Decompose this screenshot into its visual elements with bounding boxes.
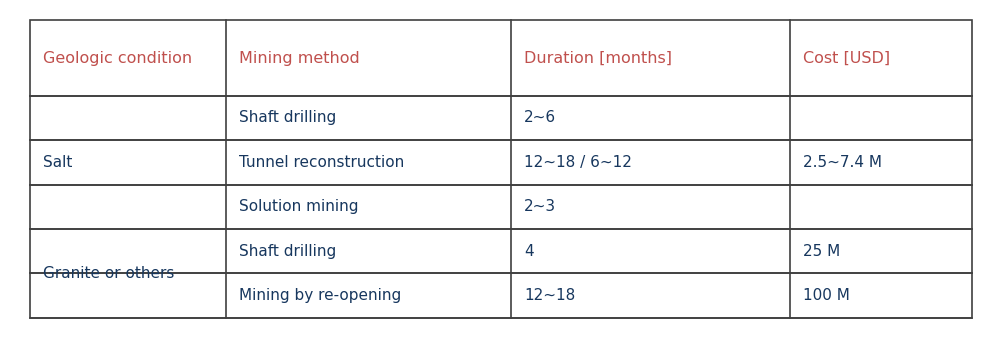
Text: 25 M: 25 M [804,244,841,259]
Text: Tunnel reconstruction: Tunnel reconstruction [239,155,405,170]
Text: 2~3: 2~3 [524,199,556,214]
Text: Salt: Salt [43,155,72,170]
Text: Cost [USD]: Cost [USD] [804,50,891,66]
Text: Granite or others: Granite or others [43,266,174,281]
Text: Shaft drilling: Shaft drilling [239,111,337,125]
Text: Mining method: Mining method [239,50,360,66]
Text: 4: 4 [524,244,533,259]
Text: 100 M: 100 M [804,288,851,303]
Text: 2.5~7.4 M: 2.5~7.4 M [804,155,883,170]
Text: Shaft drilling: Shaft drilling [239,244,337,259]
Text: Mining by re-opening: Mining by re-opening [239,288,402,303]
Text: 12~18: 12~18 [524,288,575,303]
Bar [30,20,972,318]
Text: Geologic condition: Geologic condition [43,50,192,66]
Text: 2~6: 2~6 [524,111,556,125]
Text: Duration [months]: Duration [months] [524,50,671,66]
Text: Solution mining: Solution mining [239,199,359,214]
Text: 12~18 / 6~12: 12~18 / 6~12 [524,155,631,170]
